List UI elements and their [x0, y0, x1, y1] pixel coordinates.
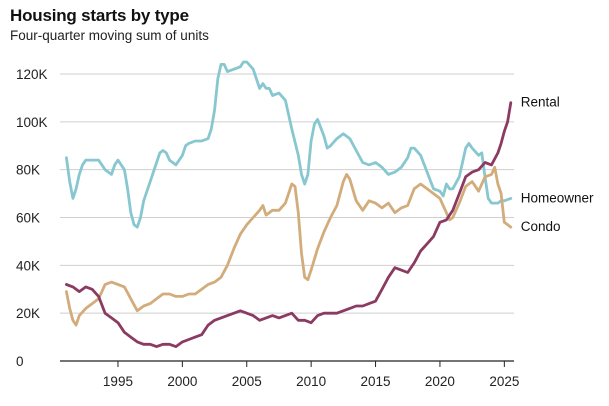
series-line-rental — [65, 101, 513, 348]
series-lines — [65, 60, 513, 348]
x-tick-label: 2020 — [425, 374, 455, 389]
y-tick-label: 80K — [16, 163, 40, 178]
x-axis-ticks: 1995 2000 2005 2010 2015 2020 2025 — [103, 361, 519, 389]
series-line-homeowner — [65, 60, 513, 229]
gridlines — [60, 73, 514, 362]
series-label-condo: Condo — [521, 219, 561, 234]
y-tick-label: 60K — [16, 211, 40, 226]
y-tick-label: 40K — [16, 258, 40, 273]
series-labels: Homeowner Condo Rental — [521, 95, 594, 234]
series-label-rental: Rental — [521, 95, 560, 110]
x-tick-label: 1995 — [103, 374, 133, 389]
x-tick-label: 2010 — [296, 374, 326, 389]
x-tick-label: 2000 — [167, 374, 197, 389]
chart-subtitle: Four-quarter moving sum of units — [10, 28, 209, 43]
y-tick-label: 120K — [16, 67, 48, 82]
x-tick-label: 2005 — [232, 374, 262, 389]
y-axis-ticks: 0 20K 40K 60K 80K 100K 120K — [16, 67, 48, 369]
series-label-homeowner: Homeowner — [521, 190, 594, 205]
chart-title: Housing starts by type — [10, 6, 189, 25]
x-tick-label: 2015 — [361, 374, 391, 389]
x-tick-label: 2025 — [489, 374, 519, 389]
y-tick-label: 100K — [16, 115, 48, 130]
y-tick-label: 0 — [16, 354, 24, 369]
y-tick-label: 20K — [16, 306, 40, 321]
